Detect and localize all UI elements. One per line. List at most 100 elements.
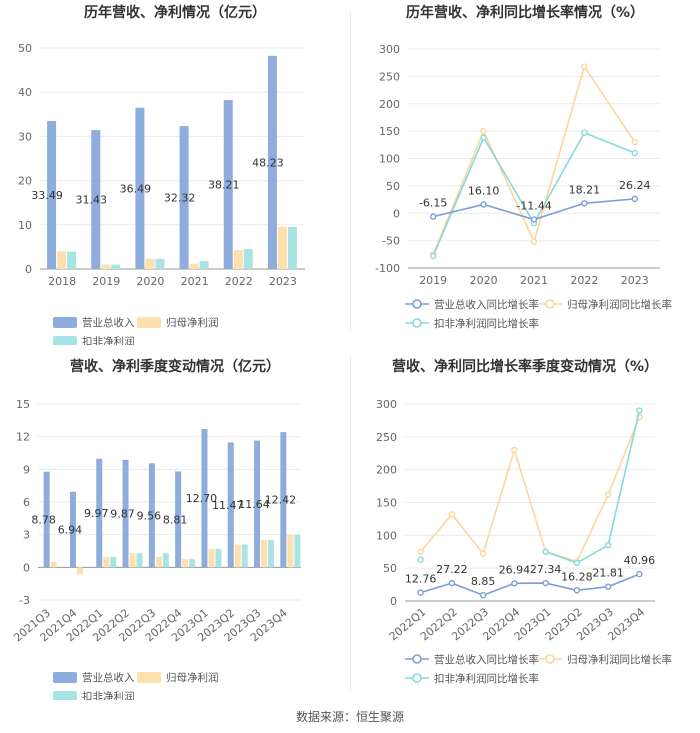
bar-revenue — [69, 491, 76, 568]
legend-label: 归母净利润 — [166, 671, 219, 684]
bar-revenue — [227, 442, 234, 568]
y-tick-label: 30 — [18, 130, 32, 143]
point-revenue-growth — [631, 195, 638, 203]
data-label: 36.49 — [120, 182, 152, 195]
quarterly-revenue-profit-chart: 营收、净利季度变动情况（亿元）-3036912158.782021Q36.942… — [11, 358, 301, 700]
bar-deducted-profit — [189, 559, 196, 568]
bar-net-profit — [234, 544, 241, 568]
vertical-divider-bottom — [350, 355, 351, 690]
point-deducted-growth — [429, 252, 437, 260]
bar-net-profit — [182, 559, 189, 568]
bar-net-profit — [57, 251, 67, 269]
bar-revenue — [179, 126, 189, 269]
data-label: 21.81 — [592, 567, 624, 580]
legend-label: 营业总收入同比增长率 — [434, 298, 539, 311]
chart-title: 营收、净利季度变动情况（亿元） — [70, 358, 280, 375]
bar-revenue — [47, 120, 57, 269]
data-label: 48.23 — [252, 156, 284, 169]
point-net-profit-growth — [604, 491, 612, 498]
data-label: 33.49 — [31, 189, 63, 202]
x-tick-label: 2018 — [48, 275, 76, 288]
vertical-divider-top — [350, 10, 351, 330]
legend-swatch — [53, 317, 77, 328]
x-tick-label: 2019 — [92, 275, 120, 288]
legend-swatch-marker — [412, 673, 422, 683]
bar-revenue — [148, 463, 155, 568]
legend-label: 营业总收入同比增长率 — [434, 653, 539, 666]
legend-swatch — [53, 672, 77, 683]
bar-revenue — [135, 107, 145, 269]
data-label: 8.85 — [471, 575, 496, 588]
point-deducted-growth — [480, 134, 487, 141]
bar-deducted-profit — [111, 264, 121, 269]
x-tick-label: 2023 — [621, 274, 649, 287]
y-tick-label: 100 — [379, 153, 400, 166]
point-revenue-growth — [417, 589, 424, 596]
point-revenue-growth — [636, 570, 643, 578]
bar-deducted-profit — [287, 227, 297, 269]
data-label: 27.34 — [530, 563, 562, 576]
legend-label: 归母净利润 — [166, 316, 219, 329]
y-tick-label: 50 — [386, 180, 400, 193]
bar-deducted-profit — [136, 553, 143, 568]
legend-label: 扣非净利润同比增长率 — [434, 672, 539, 685]
point-revenue-growth — [581, 200, 588, 207]
bar-revenue — [91, 130, 101, 269]
data-label: 9.56 — [137, 509, 162, 522]
y-tick-label: 0 — [390, 595, 397, 608]
data-label: 6.94 — [58, 524, 83, 537]
x-tick-label: 2023 — [269, 275, 297, 288]
chart-title: 历年营收、净利同比增长率情况（%） — [406, 4, 644, 21]
bar-net-profit — [50, 561, 57, 568]
line-deducted-growth — [545, 410, 641, 564]
y-tick-label: 50 — [383, 562, 397, 575]
x-tick-label: 2021 — [181, 275, 209, 288]
y-tick-label: 200 — [376, 464, 397, 477]
x-tick-label: 2022 — [225, 275, 253, 288]
data-label: 27.22 — [436, 563, 468, 576]
y-tick-label: 300 — [376, 398, 397, 411]
data-label: 8.78 — [31, 514, 56, 527]
bar-deducted-profit — [215, 548, 222, 568]
bar-net-profit — [145, 258, 155, 269]
data-label: 16.28 — [561, 570, 593, 583]
y-tick-label: 40 — [18, 86, 32, 99]
bar-revenue — [96, 458, 103, 568]
legend-swatch-marker — [545, 299, 555, 309]
annual-revenue-profit-chart: 历年营收、净利情况（亿元） 0 10 20 30 40 50 33.49 2018 31.43 20… — [18, 4, 305, 345]
bar-net-profit — [155, 556, 162, 568]
y-tick-label: 250 — [376, 431, 397, 444]
legend-label: 归母净利润同比增长率 — [567, 653, 672, 666]
x-tick-label: 2019 — [419, 274, 447, 287]
bar-deducted-profit — [243, 249, 253, 269]
point-revenue-growth — [429, 213, 437, 220]
line-deducted-growth — [432, 131, 636, 257]
point-revenue-growth — [448, 579, 456, 587]
bar-deducted-profit — [268, 540, 275, 568]
quarterly-growth-rate-chart: 营收、净利同比增长率季度变动情况（%）050100150200250300202… — [376, 358, 672, 685]
bar-net-profit — [76, 567, 83, 574]
legend-label: 归母净利润同比增长率 — [567, 298, 672, 311]
bar-deducted-profit — [155, 258, 165, 269]
line-net-profit-growth — [420, 416, 641, 563]
legend-label: 营业总收入 — [82, 316, 135, 329]
bar-revenue — [122, 459, 129, 568]
y-tick-label: -100 — [375, 262, 400, 275]
point-deducted-growth — [542, 548, 549, 555]
data-label: 16.10 — [468, 184, 500, 197]
point-net-profit-growth — [448, 511, 456, 518]
point-net-profit-growth — [511, 446, 518, 454]
y-tick-label: 0 — [25, 263, 32, 276]
bar-revenue — [201, 429, 208, 568]
bar-net-profit — [233, 249, 243, 269]
data-label: 11.64 — [238, 498, 270, 511]
data-source: 数据来源：恒生聚源 — [295, 710, 404, 724]
legend-swatch — [137, 672, 161, 683]
point-net-profit-growth — [479, 550, 487, 557]
point-net-profit-growth — [581, 63, 588, 70]
y-tick-label: 150 — [379, 125, 400, 138]
legend-swatch — [53, 691, 77, 700]
data-label: -6.15 — [419, 197, 447, 210]
point-deducted-growth — [636, 407, 643, 414]
x-tick-label: 2021 — [520, 274, 548, 287]
